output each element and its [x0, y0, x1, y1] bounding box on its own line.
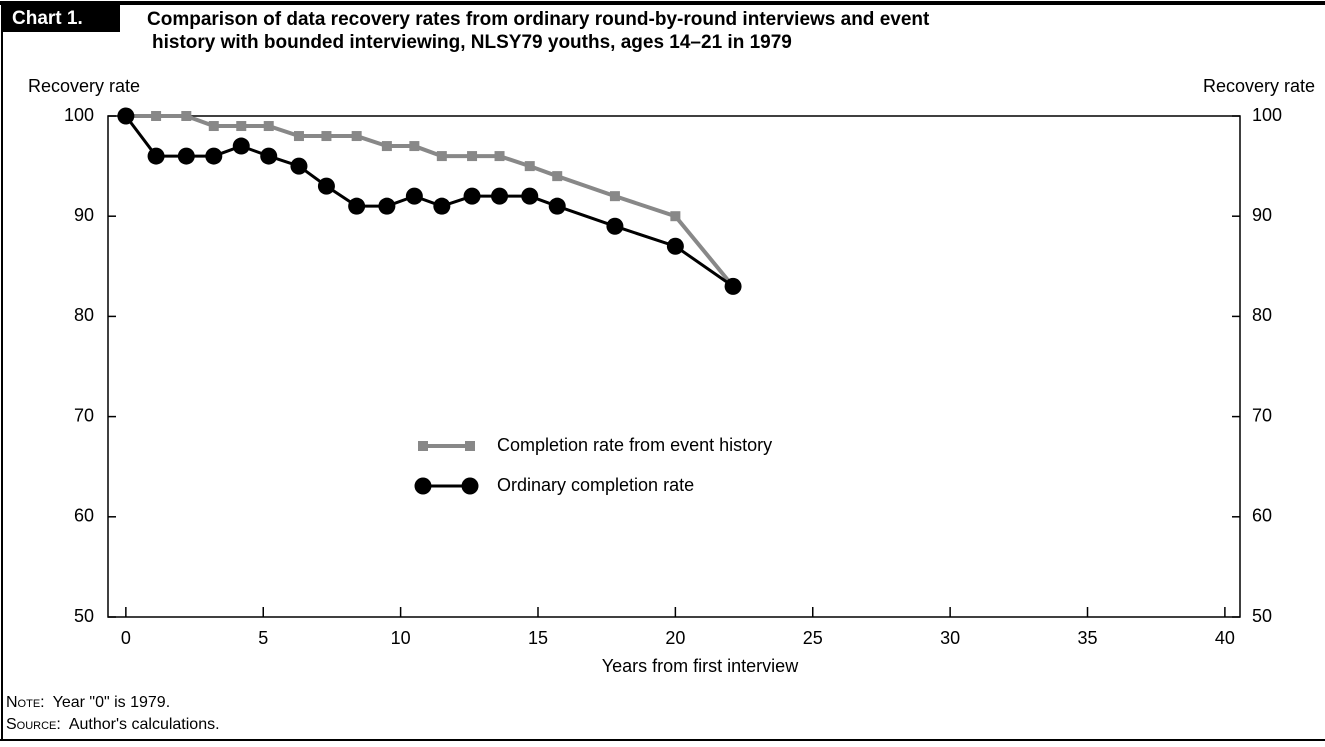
y2-tick-label: 70 [1252, 405, 1272, 425]
y2-tick-label: 60 [1252, 506, 1272, 526]
marker [666, 237, 684, 255]
marker [117, 107, 135, 125]
marker [181, 111, 192, 121]
y2-axis-label: Recovery rate [1203, 76, 1315, 96]
x-tick-label: 40 [1215, 628, 1235, 648]
y2-tick-label: 100 [1252, 105, 1282, 125]
x-axis-label: Years from first interview [602, 656, 799, 676]
x-tick-label: 15 [528, 628, 548, 648]
x-tick-label: 10 [391, 628, 411, 648]
marker [494, 151, 505, 162]
marker [467, 151, 478, 162]
marker [436, 151, 447, 162]
x-tick-label: 25 [803, 628, 823, 648]
y-tick-label: 50 [74, 606, 94, 626]
chart-title: history with bounded interviewing, NLSY7… [152, 32, 792, 53]
marker [405, 187, 423, 205]
legend-label: Completion rate from event history [497, 435, 772, 455]
marker [351, 131, 362, 142]
x-tick-label: 0 [121, 628, 131, 648]
marker [348, 197, 366, 215]
marker [491, 187, 509, 205]
y-tick-label: 90 [74, 205, 94, 225]
chart-label: Chart 1. [12, 8, 83, 29]
marker [321, 131, 332, 142]
marker [670, 211, 681, 222]
marker [548, 197, 566, 215]
note-text: Year "0" is 1979. [53, 694, 171, 711]
source-label: Source: [6, 716, 61, 733]
x-tick-label: 35 [1077, 628, 1097, 648]
marker [724, 277, 742, 295]
marker [409, 141, 420, 152]
y-tick-label: 60 [74, 506, 94, 526]
marker [205, 147, 223, 165]
marker [378, 197, 396, 215]
note: Note: Year "0" is 1979. [6, 694, 170, 711]
y-tick-label: 80 [74, 305, 94, 325]
marker [260, 147, 278, 165]
marker [236, 121, 247, 132]
marker [208, 121, 219, 132]
marker [463, 187, 481, 205]
y2-tick-label: 50 [1252, 606, 1272, 626]
legend-marker [418, 441, 428, 451]
marker [147, 147, 165, 165]
marker [293, 131, 304, 142]
note-label: Note: [6, 694, 45, 711]
x-tick-label: 30 [940, 628, 960, 648]
marker [552, 171, 563, 182]
y-tick-label: 70 [74, 405, 94, 425]
marker [381, 141, 392, 152]
source: Source: Author's calculations. [6, 716, 220, 733]
marker [263, 121, 274, 132]
legend-marker [465, 441, 475, 451]
y-axis-label: Recovery rate [28, 76, 140, 96]
label-box [2, 3, 120, 32]
legend-marker [414, 477, 432, 495]
marker [290, 157, 308, 175]
source-text: Author's calculations. [69, 716, 220, 733]
legend-marker [461, 477, 479, 495]
marker [524, 161, 535, 172]
marker [609, 191, 620, 202]
y2-tick-label: 80 [1252, 305, 1272, 325]
marker [151, 111, 162, 121]
marker [433, 197, 451, 215]
y-tick-label: 100 [64, 105, 94, 125]
x-tick-label: 5 [258, 628, 268, 648]
x-tick-label: 20 [665, 628, 685, 648]
marker [521, 187, 539, 205]
chart-title: Comparison of data recovery rates from o… [147, 9, 930, 30]
marker [177, 147, 195, 165]
marker [232, 137, 250, 155]
legend-label: Ordinary completion rate [497, 475, 694, 495]
plot-frame [107, 115, 1241, 618]
marker [606, 217, 624, 235]
series-line [124, 115, 734, 288]
y2-tick-label: 90 [1252, 205, 1272, 225]
marker [317, 177, 335, 195]
